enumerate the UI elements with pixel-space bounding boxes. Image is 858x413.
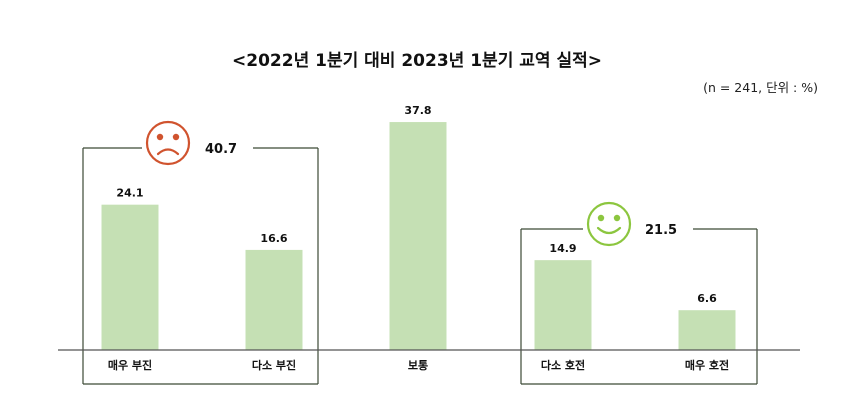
data-label: 37.8 [404, 104, 431, 117]
sad-face-icon [145, 120, 191, 166]
data-label: 14.9 [549, 242, 576, 255]
category-label: 다소 부진 [252, 358, 296, 372]
chart-subtitle: (n = 241, 단위 : %) [703, 80, 818, 95]
category-label: 다소 호전 [541, 358, 585, 372]
bar [678, 310, 736, 350]
bars [101, 122, 736, 350]
chart-title: <2022년 1분기 대비 2023년 1분기 교역 실적> [232, 51, 602, 71]
group-total-label: 21.5 [645, 223, 677, 238]
group-boxes: 40.7 21.5 [82, 120, 758, 385]
category-label: 보통 [408, 359, 428, 372]
bar [534, 260, 592, 350]
data-label: 6.6 [697, 292, 717, 305]
data-label: 24.1 [116, 187, 143, 200]
bar [389, 122, 447, 350]
group-total-label: 40.7 [205, 142, 237, 157]
smiley-face-icon [586, 201, 632, 247]
bar [101, 204, 159, 350]
category-label: 매우 부진 [108, 358, 152, 372]
category-label: 매우 호전 [685, 358, 729, 372]
data-label: 16.6 [260, 232, 287, 245]
bar [245, 249, 303, 350]
labels: 24.1 매우 부진 16.6 다소 부진 37.8 보통 14.9 다소 호전 6.6 매우 호… [108, 104, 729, 372]
